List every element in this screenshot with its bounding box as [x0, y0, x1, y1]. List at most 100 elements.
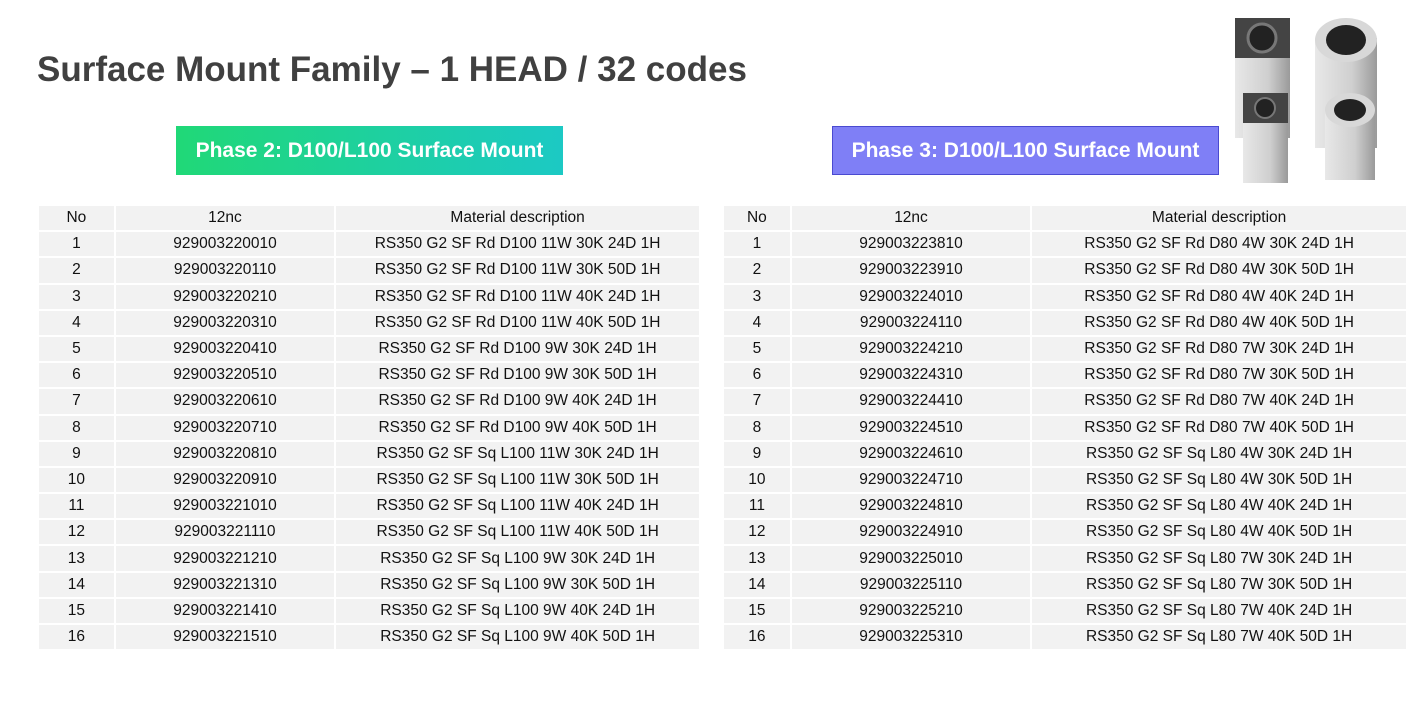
table-row: 14 929003221310 RS350 G2 SF Sq L100 9W 30K… — [37, 570, 701, 599]
header-cell: 12nc — [113, 203, 337, 233]
code-table: No 12nc Material description 1 929003220010 R… — [37, 203, 701, 652]
table-cell: 4 — [722, 308, 792, 337]
table-cell: 1 — [722, 230, 792, 259]
table-row: 5 929003224210 RS350 G2 SF Rd D80 7W 30K 2… — [722, 334, 1408, 364]
table-cell: 7 — [37, 387, 116, 416]
table-cell: 10 — [722, 465, 792, 495]
table-cell: RS350 G2 SF Rd D100 11W 30K 50D 1H — [334, 256, 701, 285]
table-row: 16 929003225310 RS350 G2 SF Sq L80 7W 40K … — [722, 622, 1408, 652]
header-row: No 12nc Material description — [37, 203, 701, 233]
table-cell: 929003221310 — [113, 570, 337, 599]
table-cell: RS350 G2 SF Sq L80 4W 40K 50D 1H — [1030, 518, 1408, 547]
table-row: 2 929003220110 RS350 G2 SF Rd D100 11W 30K… — [37, 256, 701, 285]
table-cell: 929003224710 — [789, 465, 1033, 495]
table-cell: 7 — [722, 387, 792, 416]
table-cell: 929003224110 — [789, 308, 1033, 337]
table-cell: RS350 G2 SF Rd D100 9W 40K 50D 1H — [334, 413, 701, 442]
table-cell: RS350 G2 SF Rd D100 11W 40K 24D 1H — [334, 282, 701, 311]
code-table: No 12nc Material description 1 929003223810 R… — [722, 203, 1408, 652]
table-cell: 929003224310 — [789, 361, 1033, 390]
table-row: 5 929003220410 RS350 G2 SF Rd D100 9W 30K … — [37, 334, 701, 364]
table-cell: 12 — [37, 518, 116, 547]
table-row: 1 929003220010 RS350 G2 SF Rd D100 11W 30K… — [37, 230, 701, 259]
header-cell: No — [722, 203, 792, 233]
table-cell: 929003225210 — [789, 596, 1033, 626]
table-cell: RS350 G2 SF Rd D80 7W 40K 24D 1H — [1030, 387, 1408, 416]
phase-label: Phase 2: D100/L100 Surface Mount — [176, 126, 563, 175]
table-row: 3 929003224010 RS350 G2 SF Rd D80 4W 40K 2… — [722, 282, 1408, 311]
table-cell: 929003221210 — [113, 544, 337, 573]
header-cell: No — [37, 203, 116, 233]
table-cell: 10 — [37, 465, 116, 495]
table-cell: 11 — [37, 492, 116, 521]
table-cell: 15 — [37, 596, 116, 626]
table-cell: 3 — [37, 282, 116, 311]
table-row: 8 929003220710 RS350 G2 SF Rd D100 9W 40K … — [37, 413, 701, 442]
table-cell: 929003224910 — [789, 518, 1033, 547]
table-cell: 8 — [722, 413, 792, 442]
table-row: 7 929003220610 RS350 G2 SF Rd D100 9W 40K … — [37, 387, 701, 416]
table-cell: 929003220810 — [113, 439, 337, 468]
table-cell: RS350 G2 SF Rd D80 4W 30K 24D 1H — [1030, 230, 1408, 259]
table-cell: RS350 G2 SF Rd D80 7W 40K 50D 1H — [1030, 413, 1408, 442]
header-cell: 12nc — [789, 203, 1033, 233]
table-cell: 16 — [722, 622, 792, 652]
table-row: 10 929003224710 RS350 G2 SF Sq L80 4W 30K … — [722, 465, 1408, 495]
table-cell: RS350 G2 SF Sq L80 7W 40K 50D 1H — [1030, 622, 1408, 652]
header-cell: Material description — [1030, 203, 1408, 233]
table-cell: 929003220510 — [113, 361, 337, 390]
table-cell: RS350 G2 SF Rd D100 9W 40K 24D 1H — [334, 387, 701, 416]
table-cell: 929003224510 — [789, 413, 1033, 442]
table-cell: RS350 G2 SF Sq L100 9W 40K 24D 1H — [334, 596, 701, 626]
header-cell: Material description — [334, 203, 701, 233]
table-cell: 1 — [37, 230, 116, 259]
table-row: 15 929003225210 RS350 G2 SF Sq L80 7W 40K … — [722, 596, 1408, 626]
table-cell: RS350 G2 SF Sq L100 11W 40K 24D 1H — [334, 492, 701, 521]
table-cell: RS350 G2 SF Sq L100 9W 40K 50D 1H — [334, 622, 701, 652]
table-cell: RS350 G2 SF Sq L100 11W 30K 50D 1H — [334, 465, 701, 495]
table-row: 12 929003224910 RS350 G2 SF Sq L80 4W 40K … — [722, 518, 1408, 547]
table-cell: 5 — [37, 334, 116, 364]
title: Surface Mount Family – 1 HEAD / 32 codes — [37, 50, 747, 89]
table-cell: RS350 G2 SF Rd D80 7W 30K 50D 1H — [1030, 361, 1408, 390]
table-cell: RS350 G2 SF Sq L100 11W 40K 50D 1H — [334, 518, 701, 547]
header-row: No 12nc Material description — [722, 203, 1408, 233]
table-row: 4 929003220310 RS350 G2 SF Rd D100 11W 40K… — [37, 308, 701, 337]
table-cell: 13 — [37, 544, 116, 573]
table-cell: 929003224810 — [789, 492, 1033, 521]
table-cell: 929003224210 — [789, 334, 1033, 364]
table-row: 9 929003220810 RS350 G2 SF Sq L100 11W 30K… — [37, 439, 701, 468]
table-row: 6 929003220510 RS350 G2 SF Rd D100 9W 30K … — [37, 361, 701, 390]
table-cell: 929003220010 — [113, 230, 337, 259]
table-cell: 929003221510 — [113, 622, 337, 652]
table-cell: 8 — [37, 413, 116, 442]
table-cell: RS350 G2 SF Rd D80 4W 30K 50D 1H — [1030, 256, 1408, 285]
table-cell: RS350 G2 SF Rd D100 9W 30K 50D 1H — [334, 361, 701, 390]
table-cell: 929003225110 — [789, 570, 1033, 599]
table-cell: 929003220310 — [113, 308, 337, 337]
table-cell: 2 — [37, 256, 116, 285]
table-row: 3 929003220210 RS350 G2 SF Rd D100 11W 40K… — [37, 282, 701, 311]
table-cell: 15 — [722, 596, 792, 626]
table-cell: 929003220210 — [113, 282, 337, 311]
table-cell: RS350 G2 SF Sq L100 9W 30K 50D 1H — [334, 570, 701, 599]
table-cell: 13 — [722, 544, 792, 573]
table-cell: 929003225310 — [789, 622, 1033, 652]
table-cell: 3 — [722, 282, 792, 311]
table-cell: RS350 G2 SF Sq L80 7W 30K 24D 1H — [1030, 544, 1408, 573]
table-cell: 929003220410 — [113, 334, 337, 364]
table-cell: RS350 G2 SF Rd D100 11W 40K 50D 1H — [334, 308, 701, 337]
table-cell: RS350 G2 SF Rd D100 9W 30K 24D 1H — [334, 334, 701, 364]
table-row: 15 929003221410 RS350 G2 SF Sq L100 9W 40K… — [37, 596, 701, 626]
table-row: 7 929003224410 RS350 G2 SF Rd D80 7W 40K 2… — [722, 387, 1408, 416]
table-row: 16 929003221510 RS350 G2 SF Sq L100 9W 40K… — [37, 622, 701, 652]
table-cell: 4 — [37, 308, 116, 337]
product-photo — [1235, 18, 1377, 183]
table-cell: RS350 G2 SF Rd D80 4W 40K 24D 1H — [1030, 282, 1408, 311]
table-row: 8 929003224510 RS350 G2 SF Rd D80 7W 40K 5… — [722, 413, 1408, 442]
table-cell: 16 — [37, 622, 116, 652]
table-cell: 2 — [722, 256, 792, 285]
table-cell: 929003221010 — [113, 492, 337, 521]
table-row: 13 929003221210 RS350 G2 SF Sq L100 9W 30K… — [37, 544, 701, 573]
